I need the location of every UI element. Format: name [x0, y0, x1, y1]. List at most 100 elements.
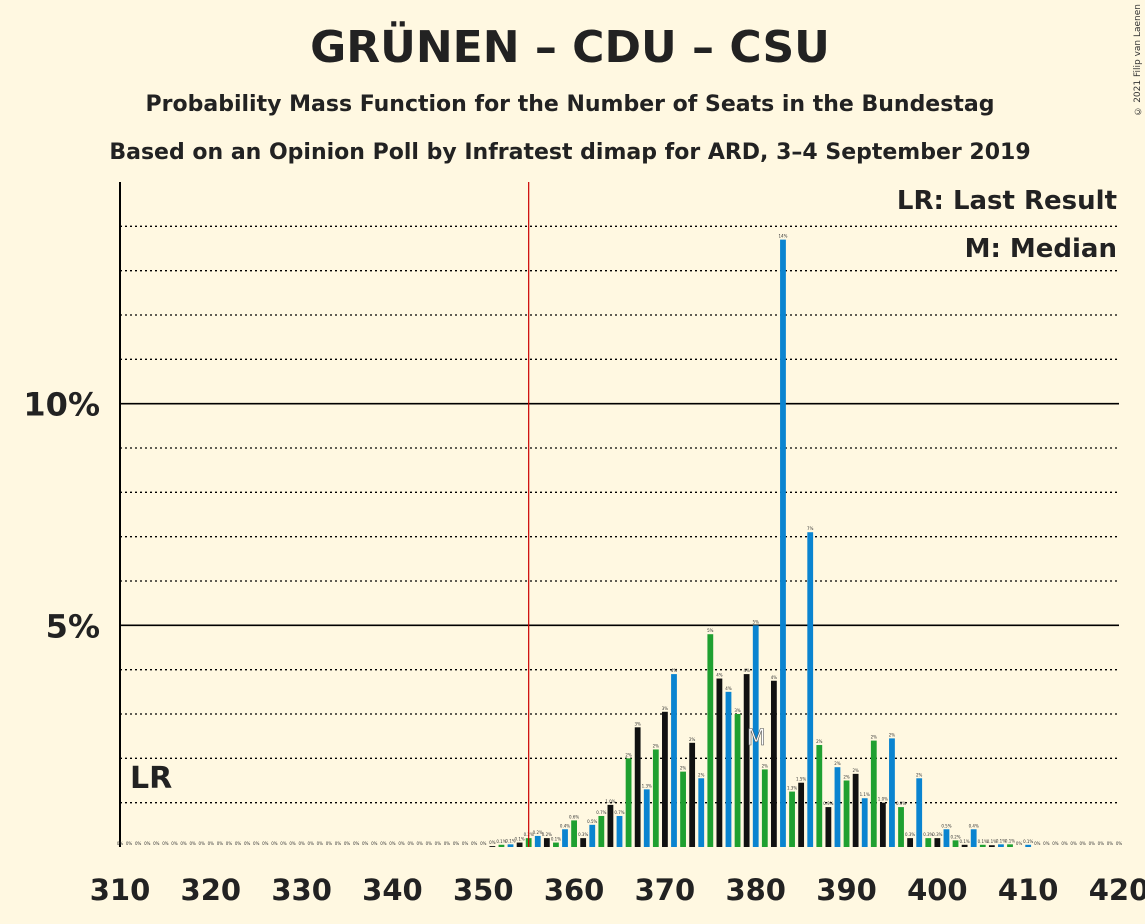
bar-value-label: 0.1% [496, 839, 506, 844]
bar [979, 844, 986, 847]
bar-value-label: 0% [189, 841, 196, 846]
bar-value-label: 3% [634, 721, 641, 726]
bar-value-label: 2% [834, 761, 841, 766]
bar [652, 749, 659, 847]
bar-value-label: 0.4% [969, 823, 979, 828]
bar-value-label: 0% [226, 841, 233, 846]
bar-value-label: 0.6% [569, 814, 579, 819]
bar [743, 674, 750, 847]
bar [643, 789, 650, 847]
bar [725, 691, 732, 847]
bar-value-label: 0% [1079, 841, 1086, 846]
bar-value-label: 2% [916, 772, 923, 777]
bar-value-label: 1.0% [605, 799, 615, 804]
bar-value-label: 0.3% [923, 832, 933, 837]
chart-title: GRÜNEN – CDU – CSU [310, 22, 830, 73]
bar-value-label: 0% [126, 841, 133, 846]
bar [934, 838, 941, 847]
bar [988, 845, 995, 847]
bar-value-label: 0% [1070, 841, 1077, 846]
bar-value-label: 0% [1061, 841, 1068, 846]
bar-value-label: 0% [362, 841, 369, 846]
bar-value-label: 2% [871, 735, 878, 740]
bar-value-label: 0% [335, 841, 342, 846]
bar-value-label: 0% [253, 841, 260, 846]
bar-value-label: 0% [489, 840, 496, 845]
bar-value-label: 0.9% [823, 801, 833, 806]
bar-value-label: 1.3% [787, 786, 797, 791]
bar-value-label: 2% [698, 772, 705, 777]
bar-value-label: 0.5% [587, 819, 597, 824]
bar-value-label: 0% [453, 841, 460, 846]
bar-value-label: 0.5% [941, 823, 951, 828]
bar-value-label: 0% [135, 841, 142, 846]
bar-value-label: 14% [779, 234, 788, 239]
bar-value-label: 3% [662, 706, 669, 711]
bar-value-label: 0.4% [560, 823, 570, 828]
bar [598, 815, 605, 847]
bar [943, 829, 950, 847]
bar-value-label: 2% [680, 766, 687, 771]
bar [607, 804, 614, 847]
bar [970, 829, 977, 847]
bar-value-label: 3% [734, 708, 741, 713]
bar-value-label: 0.3% [932, 832, 942, 837]
bar-value-label: 0% [471, 841, 478, 846]
bar [1007, 844, 1013, 847]
bar [798, 782, 805, 847]
x-tick-label: 380 [725, 873, 786, 907]
bar [780, 239, 786, 848]
bar-value-label: 0% [117, 841, 124, 846]
bar-value-label: 0% [217, 841, 224, 846]
bar [952, 840, 959, 847]
bar-value-label: 0.1% [960, 839, 970, 844]
bar [516, 842, 523, 847]
x-tick-label: 390 [816, 873, 877, 907]
bar-value-label: 0.1% [515, 837, 525, 842]
bar-value-label: 0.7% [596, 810, 606, 815]
bar [834, 767, 841, 847]
bar [543, 838, 550, 847]
bar [680, 771, 686, 847]
bar-value-label: 0% [308, 841, 315, 846]
y-tick-label: 10% [23, 386, 100, 424]
bar [770, 680, 777, 847]
median-marker: M [747, 726, 766, 751]
bar-value-label: 0% [153, 841, 160, 846]
bar [716, 678, 723, 847]
bar-value-label: 0% [380, 841, 387, 846]
bar-value-label: 0.1% [505, 838, 515, 843]
bar [861, 798, 868, 847]
x-tick-label: 370 [635, 873, 696, 907]
bar [571, 820, 577, 847]
bar [961, 844, 968, 847]
bar [916, 778, 923, 847]
bar [925, 838, 932, 847]
bar [752, 625, 759, 847]
bar-value-label: 1.1% [860, 792, 870, 797]
bar-value-label: 0.7% [614, 810, 624, 815]
x-tick-label: 420 [1089, 873, 1145, 907]
bar-value-label: 0% [244, 841, 251, 846]
bar-value-label: 0% [1089, 841, 1096, 846]
bar-value-label: 0% [480, 841, 487, 846]
chart-subtitle: Probability Mass Function for the Number… [145, 92, 995, 117]
bar-value-label: 4% [771, 675, 778, 680]
x-tick-label: 340 [362, 873, 423, 907]
x-tick-label: 350 [453, 873, 514, 907]
bar-value-label: 0% [208, 841, 215, 846]
bar-value-label: 0% [262, 841, 269, 846]
bar-value-label: 0.1% [1023, 839, 1033, 844]
bar-value-label: 0% [1107, 841, 1114, 846]
bar-value-label: 0% [271, 841, 278, 846]
bar [534, 835, 541, 847]
bar-value-label: 0.3% [578, 832, 588, 837]
bar-value-label: 2% [625, 752, 632, 757]
bar-value-label: 0.1% [987, 839, 997, 844]
bar-value-label: 0% [462, 841, 469, 846]
bar [907, 838, 914, 847]
bar-value-label: 0% [353, 841, 360, 846]
bar-value-label: 0% [280, 841, 287, 846]
bar [498, 844, 505, 847]
bar-value-label: 0.3% [905, 832, 915, 837]
